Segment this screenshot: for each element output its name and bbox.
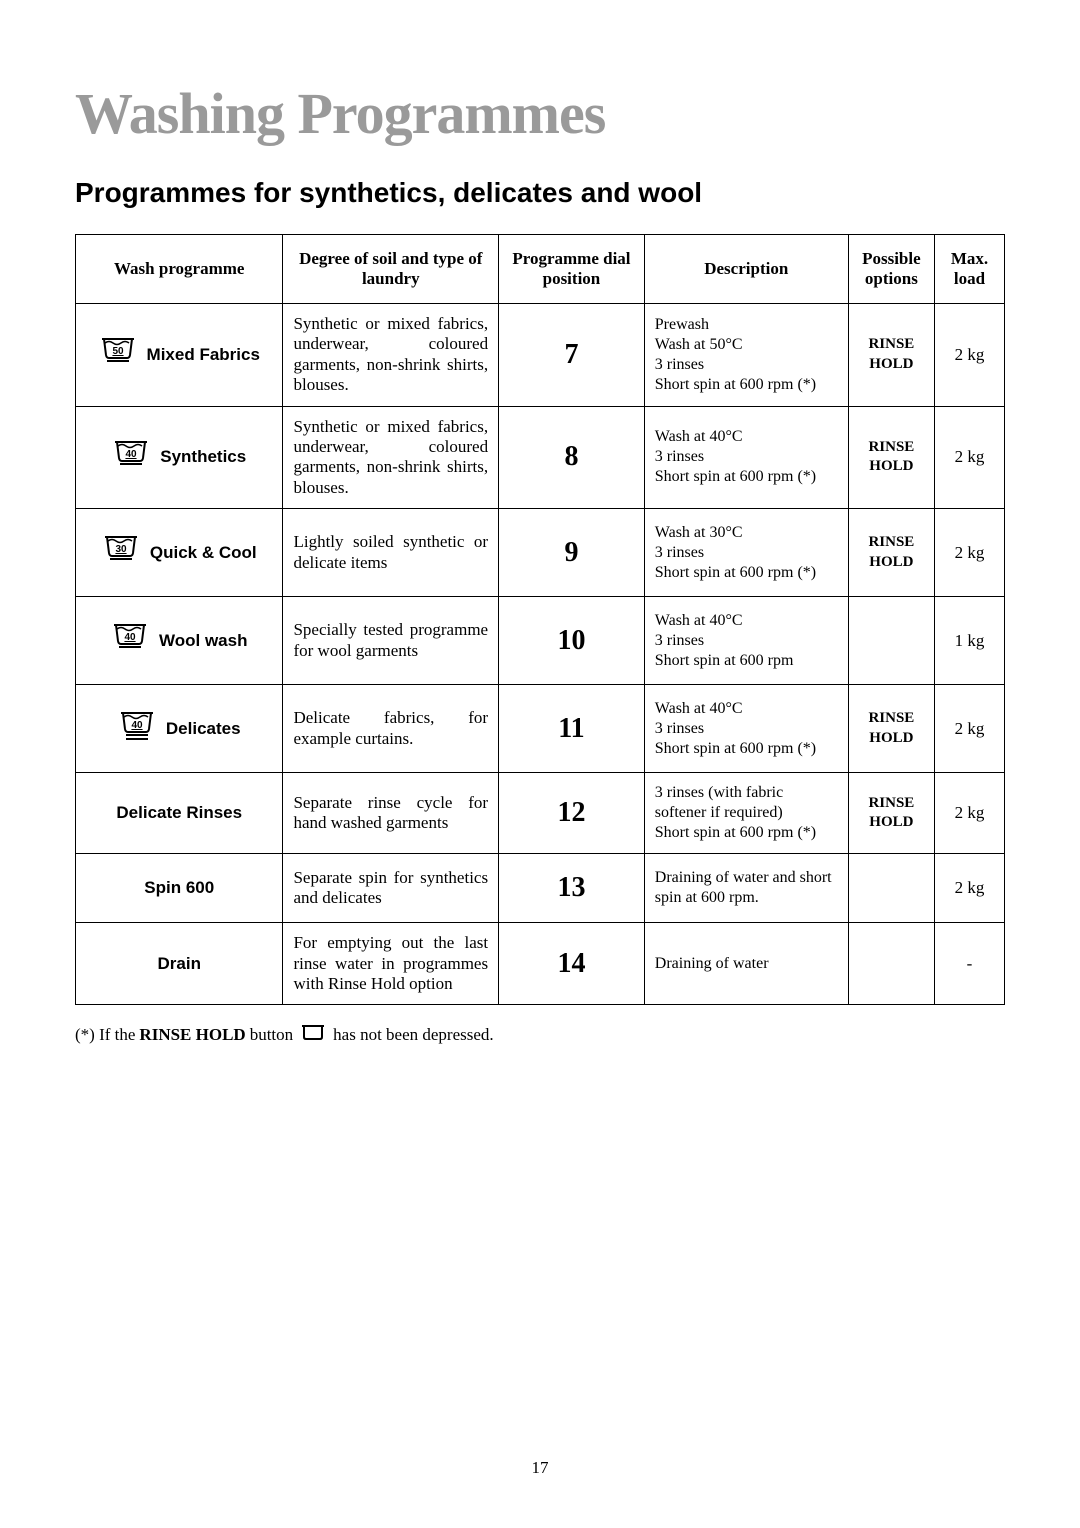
programme-name: Wool wash (159, 631, 247, 651)
header-options: Possible options (848, 235, 934, 304)
options-cell: RINSEHOLD (848, 509, 934, 597)
wash-symbol-icon: 40 (118, 709, 156, 748)
svg-text:50: 50 (112, 346, 124, 357)
page-title: Washing Programmes (75, 80, 1005, 147)
wash-symbol-icon: 50 (99, 335, 137, 374)
header-dial: Programme dial position (499, 235, 645, 304)
programme-name: Delicates (166, 719, 241, 739)
soil-cell: Separate spin for synthetics and delicat… (283, 854, 499, 923)
dial-cell: 11 (499, 685, 645, 773)
programme-cell: 40 Wool wash (76, 597, 283, 685)
programme-name: Delicate Rinses (116, 803, 242, 823)
dial-cell: 9 (499, 509, 645, 597)
soil-cell: For emptying out the last rinse water in… (283, 923, 499, 1005)
programme-cell: 40 Delicates (76, 685, 283, 773)
description-cell: Draining of water and short spin at 600 … (644, 854, 848, 923)
load-cell: 2 kg (935, 685, 1005, 773)
header-programme: Wash programme (76, 235, 283, 304)
header-soil: Degree of soil and type of laundry (283, 235, 499, 304)
rinse-hold-icon (301, 1023, 325, 1046)
header-description: Description (644, 235, 848, 304)
header-load: Max. load (935, 235, 1005, 304)
table-row: Spin 600 Separate spin for synthetics an… (76, 854, 1005, 923)
svg-text:30: 30 (115, 544, 127, 555)
options-cell (848, 854, 934, 923)
page-subtitle: Programmes for synthetics, delicates and… (75, 177, 1005, 209)
page-number: 17 (532, 1458, 549, 1478)
dial-cell: 8 (499, 406, 645, 509)
programme-cell: 30 Quick & Cool (76, 509, 283, 597)
description-cell: Draining of water (644, 923, 848, 1005)
programme-cell: 40 Synthetics (76, 406, 283, 509)
footnote: (*) If the RINSE HOLD button has not bee… (75, 1023, 1005, 1046)
table-row: 40 Delicates Delicate fabrics, for examp… (76, 685, 1005, 773)
load-cell: - (935, 923, 1005, 1005)
description-cell: Wash at 40°C3 rinsesShort spin at 600 rp… (644, 685, 848, 773)
dial-cell: 12 (499, 773, 645, 854)
programme-cell: Spin 600 (76, 854, 283, 923)
table-row: 40 Wool wash Specially tested programme … (76, 597, 1005, 685)
footnote-bold: RINSE HOLD (139, 1025, 245, 1045)
options-cell: RINSEHOLD (848, 773, 934, 854)
footnote-mid: button (250, 1025, 293, 1045)
options-cell: RINSEHOLD (848, 304, 934, 407)
wash-symbol-icon: 40 (111, 621, 149, 660)
soil-cell: Synthetic or mixed fabrics, underwear, c… (283, 406, 499, 509)
table-row: Delicate Rinses Separate rinse cycle for… (76, 773, 1005, 854)
svg-text:40: 40 (131, 720, 143, 731)
programme-cell: 50 Mixed Fabrics (76, 304, 283, 407)
description-cell: Wash at 30°C3 rinsesShort spin at 600 rp… (644, 509, 848, 597)
dial-cell: 14 (499, 923, 645, 1005)
soil-cell: Synthetic or mixed fabrics, underwear, c… (283, 304, 499, 407)
footnote-suffix: has not been depressed. (333, 1025, 494, 1045)
table-row: 30 Quick & Cool Lightly soiled synthetic… (76, 509, 1005, 597)
description-cell: Wash at 40°C3 rinsesShort spin at 600 rp… (644, 406, 848, 509)
description-cell: Wash at 40°C3 rinsesShort spin at 600 rp… (644, 597, 848, 685)
programme-name: Synthetics (160, 447, 246, 467)
svg-text:40: 40 (124, 632, 136, 643)
load-cell: 1 kg (935, 597, 1005, 685)
programme-cell: Drain (76, 923, 283, 1005)
description-cell: PrewashWash at 50°C3 rinsesShort spin at… (644, 304, 848, 407)
options-cell: RINSEHOLD (848, 406, 934, 509)
programme-name: Quick & Cool (150, 543, 257, 563)
options-cell: RINSEHOLD (848, 685, 934, 773)
load-cell: 2 kg (935, 304, 1005, 407)
load-cell: 2 kg (935, 509, 1005, 597)
load-cell: 2 kg (935, 773, 1005, 854)
soil-cell: Delicate fabrics, for example curtains. (283, 685, 499, 773)
load-cell: 2 kg (935, 854, 1005, 923)
programme-cell: Delicate Rinses (76, 773, 283, 854)
table-row: 50 Mixed Fabrics Synthetic or mixed fabr… (76, 304, 1005, 407)
programmes-table: Wash programme Degree of soil and type o… (75, 234, 1005, 1005)
table-row: Drain For emptying out the last rinse wa… (76, 923, 1005, 1005)
soil-cell: Lightly soiled synthetic or delicate ite… (283, 509, 499, 597)
programme-name: Drain (158, 954, 201, 974)
footnote-prefix: (*) If the (75, 1025, 135, 1045)
wash-symbol-icon: 40 (112, 438, 150, 477)
programme-name: Spin 600 (144, 878, 214, 898)
dial-cell: 13 (499, 854, 645, 923)
options-cell (848, 597, 934, 685)
table-row: 40 Synthetics Synthetic or mixed fabrics… (76, 406, 1005, 509)
programme-name: Mixed Fabrics (147, 345, 260, 365)
description-cell: 3 rinses (with fabric softener if requir… (644, 773, 848, 854)
table-header-row: Wash programme Degree of soil and type o… (76, 235, 1005, 304)
wash-symbol-icon: 30 (102, 533, 140, 572)
dial-cell: 7 (499, 304, 645, 407)
soil-cell: Separate rinse cycle for hand washed gar… (283, 773, 499, 854)
soil-cell: Specially tested programme for wool garm… (283, 597, 499, 685)
load-cell: 2 kg (935, 406, 1005, 509)
dial-cell: 10 (499, 597, 645, 685)
svg-text:40: 40 (126, 449, 138, 460)
options-cell (848, 923, 934, 1005)
